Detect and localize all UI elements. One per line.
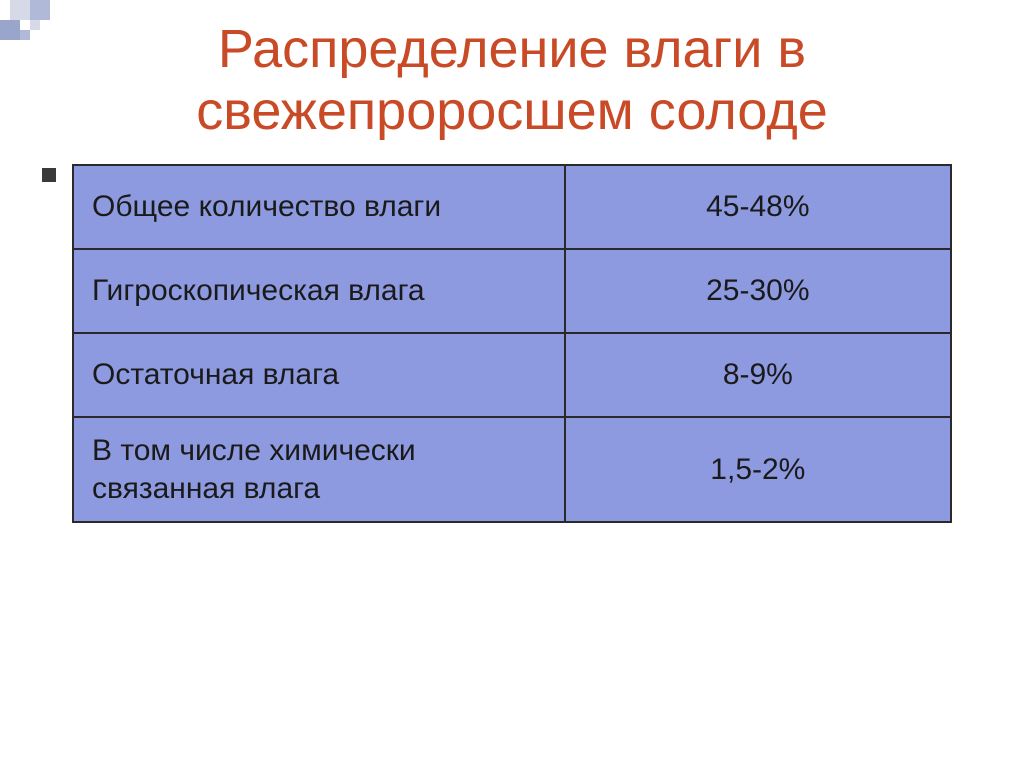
- table-row: В том числе химически связанная влага 1,…: [73, 417, 951, 522]
- title-line-1: Распределение влаги в: [218, 19, 806, 79]
- row-value: 25-30%: [565, 249, 951, 333]
- corner-squares-decoration: [0, 0, 60, 60]
- row-value: 45-48%: [565, 165, 951, 249]
- table-row: Остаточная влага 8-9%: [73, 333, 951, 417]
- row-label: Гигроскопическая влага: [73, 249, 565, 333]
- row-label: В том числе химически связанная влага: [73, 417, 565, 522]
- bullet-square-icon: [42, 168, 56, 182]
- table-row: Общее количество влаги 45-48%: [73, 165, 951, 249]
- row-value: 1,5-2%: [565, 417, 951, 522]
- row-label: Общее количество влаги: [73, 165, 565, 249]
- slide-title: Распределение влаги в свежепроросшем сол…: [0, 0, 1024, 164]
- row-value: 8-9%: [565, 333, 951, 417]
- table-row: Гигроскопическая влага 25-30%: [73, 249, 951, 333]
- moisture-table: Общее количество влаги 45-48% Гигроскопи…: [72, 164, 952, 523]
- row-label: Остаточная влага: [73, 333, 565, 417]
- title-line-2: свежепроросшем солоде: [196, 81, 827, 141]
